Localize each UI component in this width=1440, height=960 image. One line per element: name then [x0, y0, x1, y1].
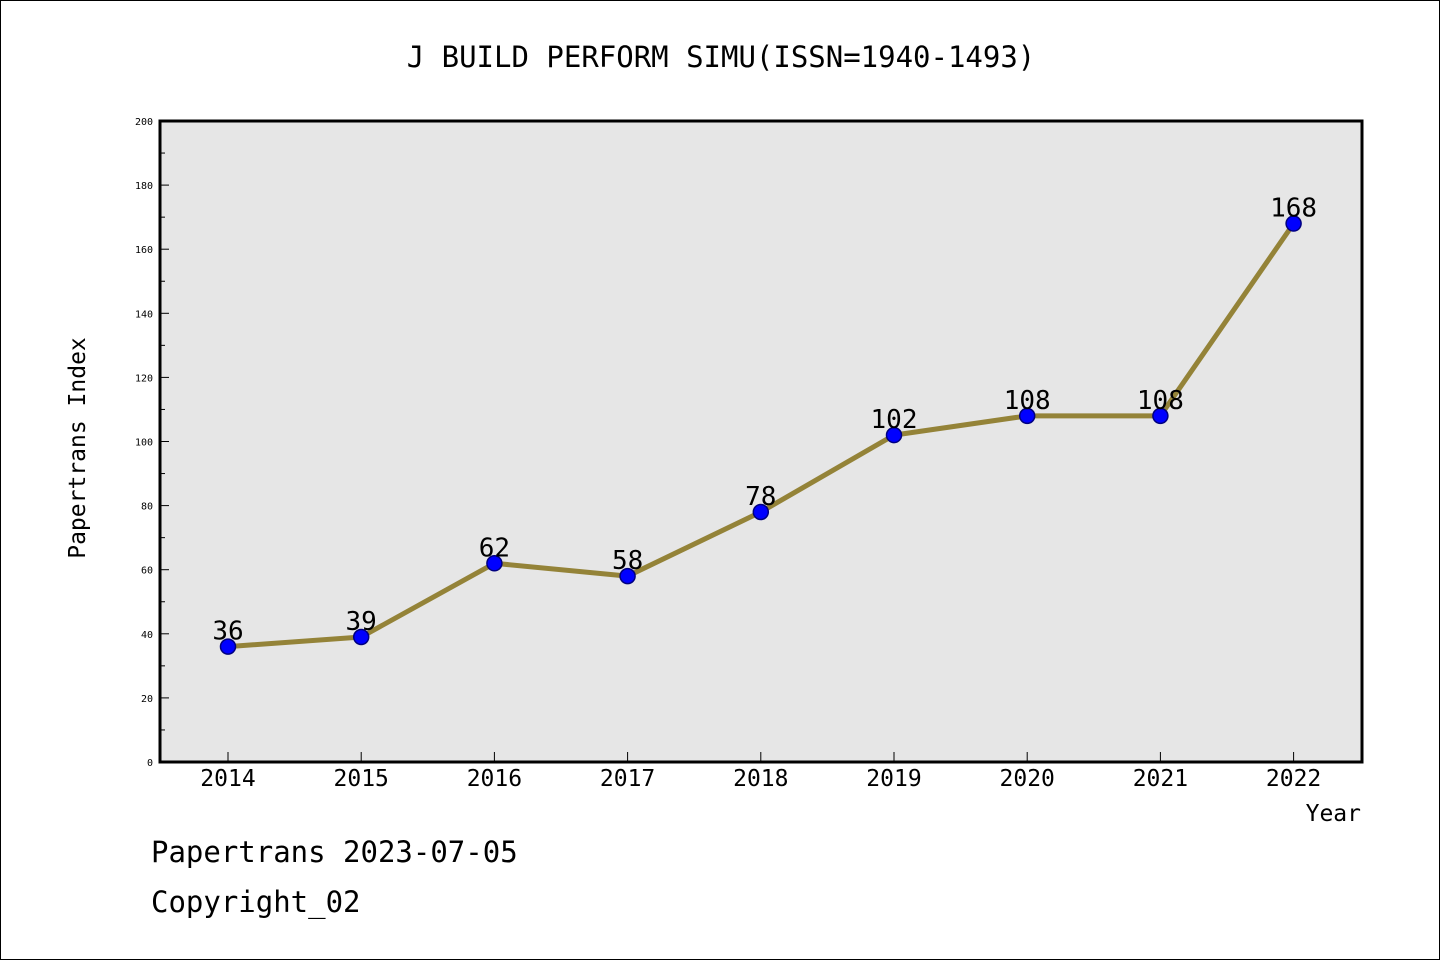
data-label: 78 — [745, 482, 776, 512]
footer-copyright: Copyright_02 — [151, 885, 361, 919]
x-tick-label: 2020 — [1000, 766, 1055, 792]
data-point — [1152, 407, 1169, 425]
y-tick-label: 20 — [141, 694, 153, 705]
data-point — [619, 567, 636, 585]
footer-date: Papertrans 2023-07-05 — [151, 835, 518, 869]
data-labels: 36 39 62 58 78 102 108 108 168 — [212, 194, 1317, 647]
x-tick-label: 2019 — [866, 766, 921, 792]
y-tick-label: 200 — [135, 117, 153, 128]
x-tick-label: 2016 — [467, 766, 522, 792]
data-label: 39 — [346, 607, 377, 637]
x-tick-label: 2022 — [1266, 766, 1321, 792]
data-label: 108 — [1004, 386, 1051, 416]
y-tick-label: 80 — [141, 502, 153, 513]
data-point — [486, 555, 503, 572]
data-label: 168 — [1270, 194, 1317, 224]
series-line — [219, 215, 1302, 655]
y-tick-label: 180 — [135, 181, 153, 192]
x-tick-label: 2018 — [733, 766, 788, 792]
data-label: 62 — [479, 533, 510, 563]
x-tick-label: 2015 — [334, 766, 389, 792]
data-label: 102 — [871, 405, 918, 435]
data-label: 58 — [612, 546, 643, 576]
chart-title: J BUILD PERFORM SIMU(ISSN=1940-1493) — [407, 40, 1036, 74]
y-tick-label: 40 — [141, 630, 153, 641]
x-tick-label: 2017 — [600, 766, 655, 792]
y-tick-label: 0 — [147, 758, 153, 769]
data-point — [352, 628, 370, 646]
y-tick-label: 120 — [135, 373, 153, 384]
data-point — [885, 426, 903, 444]
y-tick-label: 60 — [141, 566, 153, 577]
data-point — [219, 638, 237, 655]
data-label: 108 — [1137, 386, 1184, 416]
data-label: 36 — [212, 617, 243, 647]
y-tick-label: 100 — [135, 438, 153, 449]
y-axis-label: Papertrans Index — [65, 337, 91, 559]
data-point — [1018, 407, 1036, 425]
plot-area — [158, 119, 1364, 764]
x-tick-label: 2014 — [200, 766, 255, 792]
y-tick-label: 140 — [135, 309, 153, 320]
y-tick-label: 160 — [135, 245, 153, 256]
y-axis: 0 20 40 60 80 100 120 140 160 180 200 — [135, 117, 169, 769]
x-tick-label: 2021 — [1133, 766, 1188, 792]
data-point — [752, 503, 770, 521]
data-point — [1285, 215, 1302, 232]
x-axis-label: Year — [1306, 801, 1361, 827]
x-axis: 2014 2015 2016 2017 2018 2019 2020 2021 2022 — [200, 752, 1321, 792]
